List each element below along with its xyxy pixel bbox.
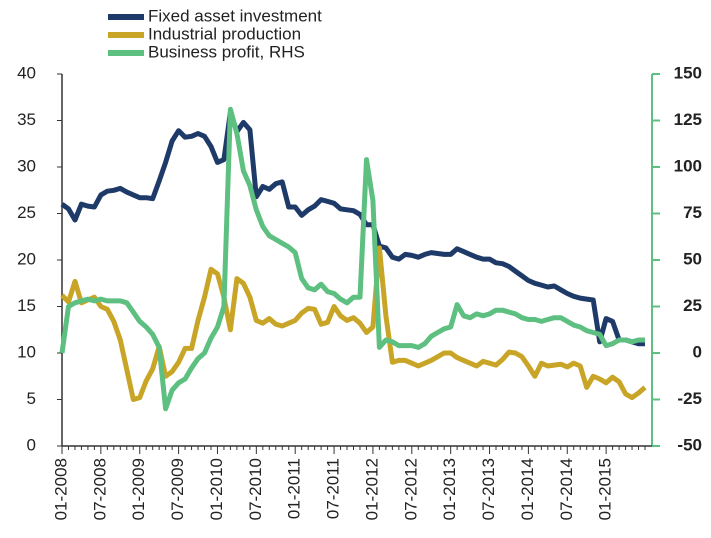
legend-label: Fixed asset investment: [148, 6, 322, 25]
legend-swatch: [108, 32, 144, 38]
y-tick-label: 40: [17, 63, 36, 82]
y-tick-label: 5: [27, 389, 36, 408]
x-tick-label: 01-2008: [51, 458, 70, 520]
y-tick-label: 25: [17, 203, 36, 222]
x-tick-label: 07-2010: [246, 458, 265, 520]
x-tick-label: 07-2008: [90, 458, 109, 520]
y-tick-label: 35: [17, 110, 36, 129]
legend-swatch: [108, 50, 144, 56]
legend-label: Business profit, RHS: [148, 42, 305, 61]
y2-tick-label: 125: [674, 110, 702, 129]
x-tick-label: 01-2012: [362, 458, 381, 520]
legend-label: Industrial production: [148, 24, 301, 43]
y2-tick-label: 100: [674, 156, 702, 175]
y2-tick-label: 25: [683, 296, 702, 315]
y-tick-label: 10: [17, 342, 36, 361]
x-tick-label: 01-2009: [129, 458, 148, 520]
y-tick-label: 0: [27, 435, 36, 454]
x-tick-label: 01-2010: [207, 458, 226, 520]
x-tick-label: 01-2014: [518, 458, 537, 520]
x-tick-label: 07-2013: [479, 458, 498, 520]
series-line: [60, 245, 647, 402]
y2-tick-label: 75: [683, 203, 702, 222]
y2-tick-label: -25: [677, 389, 702, 408]
x-tick-label: 01-2015: [596, 458, 615, 520]
x-tick-label: 01-2011: [285, 458, 304, 519]
y-tick-label: 30: [17, 156, 36, 175]
x-tick-label: 07-2014: [557, 458, 576, 520]
y2-tick-label: 150: [674, 63, 702, 82]
x-tick-label: 01-2013: [440, 458, 459, 520]
x-tick-label: 07-2011: [324, 458, 343, 519]
x-tick-label: 07-2012: [401, 458, 420, 520]
y2-tick-label: 50: [683, 249, 702, 268]
series-line: [59, 106, 645, 412]
y2-tick-label: 0: [693, 342, 702, 361]
y-tick-label: 20: [17, 249, 36, 268]
x-tick-label: 07-2009: [168, 458, 187, 520]
y2-tick-label: -50: [677, 435, 702, 454]
series-line: [60, 109, 645, 347]
y-tick-label: 15: [17, 296, 36, 315]
legend-swatch: [108, 14, 144, 20]
